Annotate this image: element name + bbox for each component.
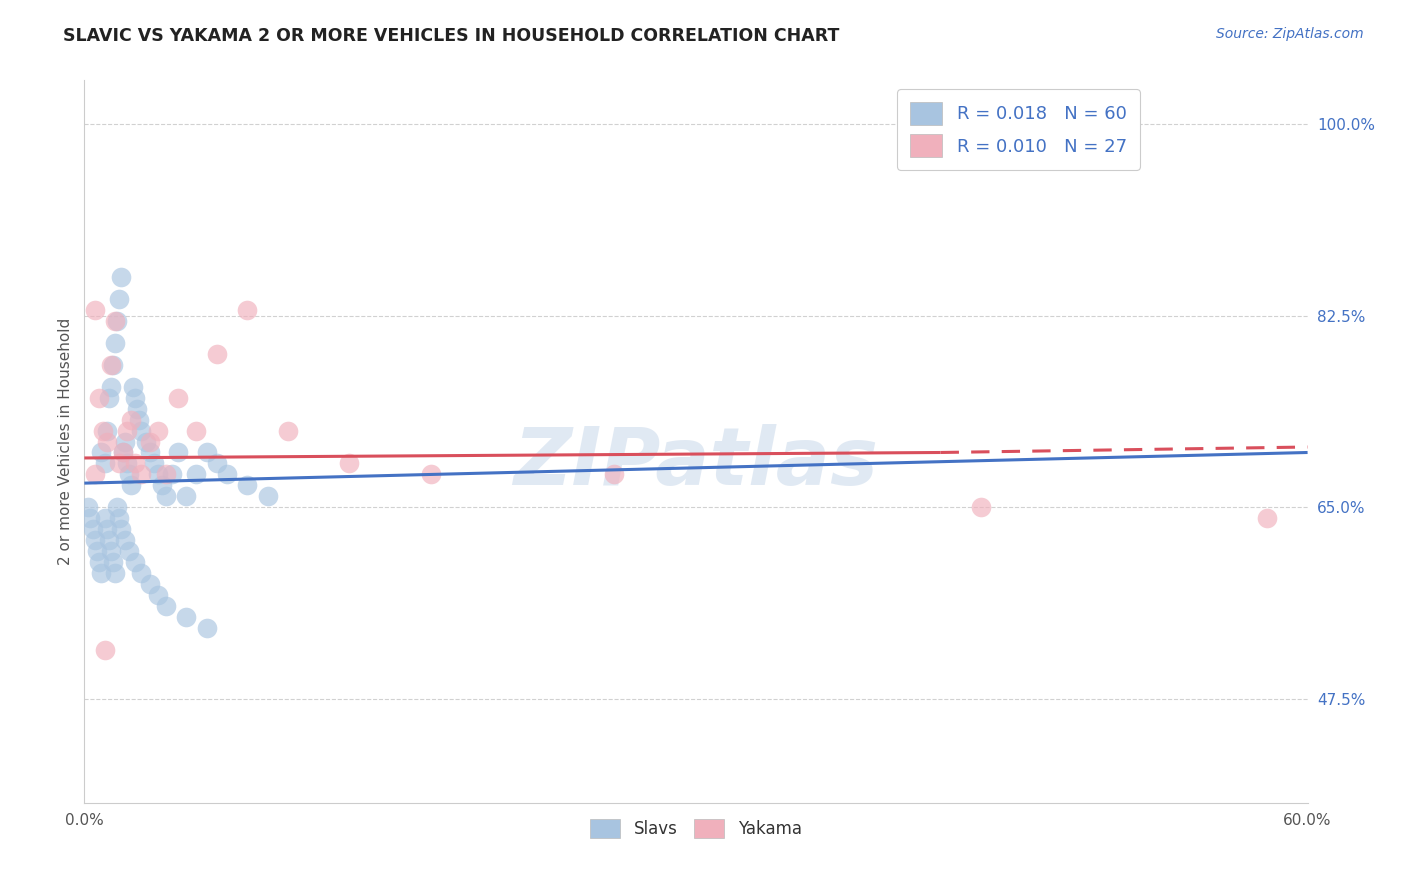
Point [114, 533, 136, 547]
Point [150, 478, 173, 492]
Point [155, 467, 177, 482]
Point [138, 445, 160, 459]
Point [87, 555, 110, 569]
Point [90, 445, 112, 459]
Point [186, 424, 208, 438]
Point [122, 380, 145, 394]
Point [603, 467, 626, 482]
Point [101, 555, 124, 569]
Point [167, 391, 190, 405]
Point [124, 555, 146, 569]
Point [142, 457, 165, 471]
Point [108, 457, 131, 471]
Point [104, 566, 127, 580]
Point [105, 500, 128, 515]
Point [127, 401, 149, 416]
Point [112, 445, 135, 459]
Point [339, 457, 361, 471]
Point [100, 380, 122, 394]
Y-axis label: 2 or more Vehicles in Household: 2 or more Vehicles in Household [58, 318, 73, 566]
Point [420, 467, 443, 482]
Point [146, 467, 169, 482]
Point [1256, 511, 1278, 525]
Point [110, 270, 132, 285]
Point [86, 544, 108, 558]
Point [115, 457, 138, 471]
Point [146, 588, 169, 602]
Legend: Slavs, Yakama: Slavs, Yakama [583, 813, 808, 845]
Point [93, 642, 115, 657]
Point [217, 467, 239, 482]
Point [174, 609, 197, 624]
Point [205, 347, 228, 361]
Point [114, 434, 136, 449]
Point [186, 467, 208, 482]
Point [91, 424, 114, 438]
Point [104, 336, 127, 351]
Text: ZIPatlas: ZIPatlas [513, 425, 879, 502]
Point [115, 424, 138, 438]
Point [236, 478, 259, 492]
Point [131, 424, 153, 438]
Point [120, 478, 142, 492]
Point [77, 500, 100, 515]
Text: Source: ZipAtlas.com: Source: ZipAtlas.com [1216, 27, 1364, 41]
Point [83, 533, 105, 547]
Point [257, 489, 280, 503]
Point [90, 566, 112, 580]
Point [146, 424, 169, 438]
Point [108, 292, 131, 306]
Point [101, 358, 124, 372]
Point [138, 577, 160, 591]
Point [83, 303, 105, 318]
Point [118, 544, 141, 558]
Text: SLAVIC VS YAKAMA 2 OR MORE VEHICLES IN HOUSEHOLD CORRELATION CHART: SLAVIC VS YAKAMA 2 OR MORE VEHICLES IN H… [63, 27, 839, 45]
Point [79, 511, 101, 525]
Point [105, 314, 128, 328]
Point [96, 424, 118, 438]
Point [97, 391, 120, 405]
Point [110, 522, 132, 536]
Point [83, 467, 105, 482]
Point [108, 511, 131, 525]
Point [87, 391, 110, 405]
Point [236, 303, 259, 318]
Point [128, 412, 150, 426]
Point [124, 457, 146, 471]
Point [124, 391, 146, 405]
Point [100, 358, 122, 372]
Point [131, 467, 153, 482]
Point [104, 314, 127, 328]
Point [970, 500, 993, 515]
Point [174, 489, 197, 503]
Point [93, 511, 115, 525]
Point [118, 467, 141, 482]
Point [96, 434, 118, 449]
Point [195, 621, 218, 635]
Point [100, 544, 122, 558]
Point [96, 522, 118, 536]
Point [155, 599, 177, 613]
Point [82, 522, 104, 536]
Point [97, 533, 120, 547]
Point [120, 412, 142, 426]
Point [93, 457, 115, 471]
Point [205, 457, 228, 471]
Point [277, 424, 299, 438]
Point [160, 467, 183, 482]
Point [135, 434, 157, 449]
Point [195, 445, 218, 459]
Point [112, 445, 135, 459]
Point [131, 566, 153, 580]
Point [155, 489, 177, 503]
Point [167, 445, 190, 459]
Point [138, 434, 160, 449]
